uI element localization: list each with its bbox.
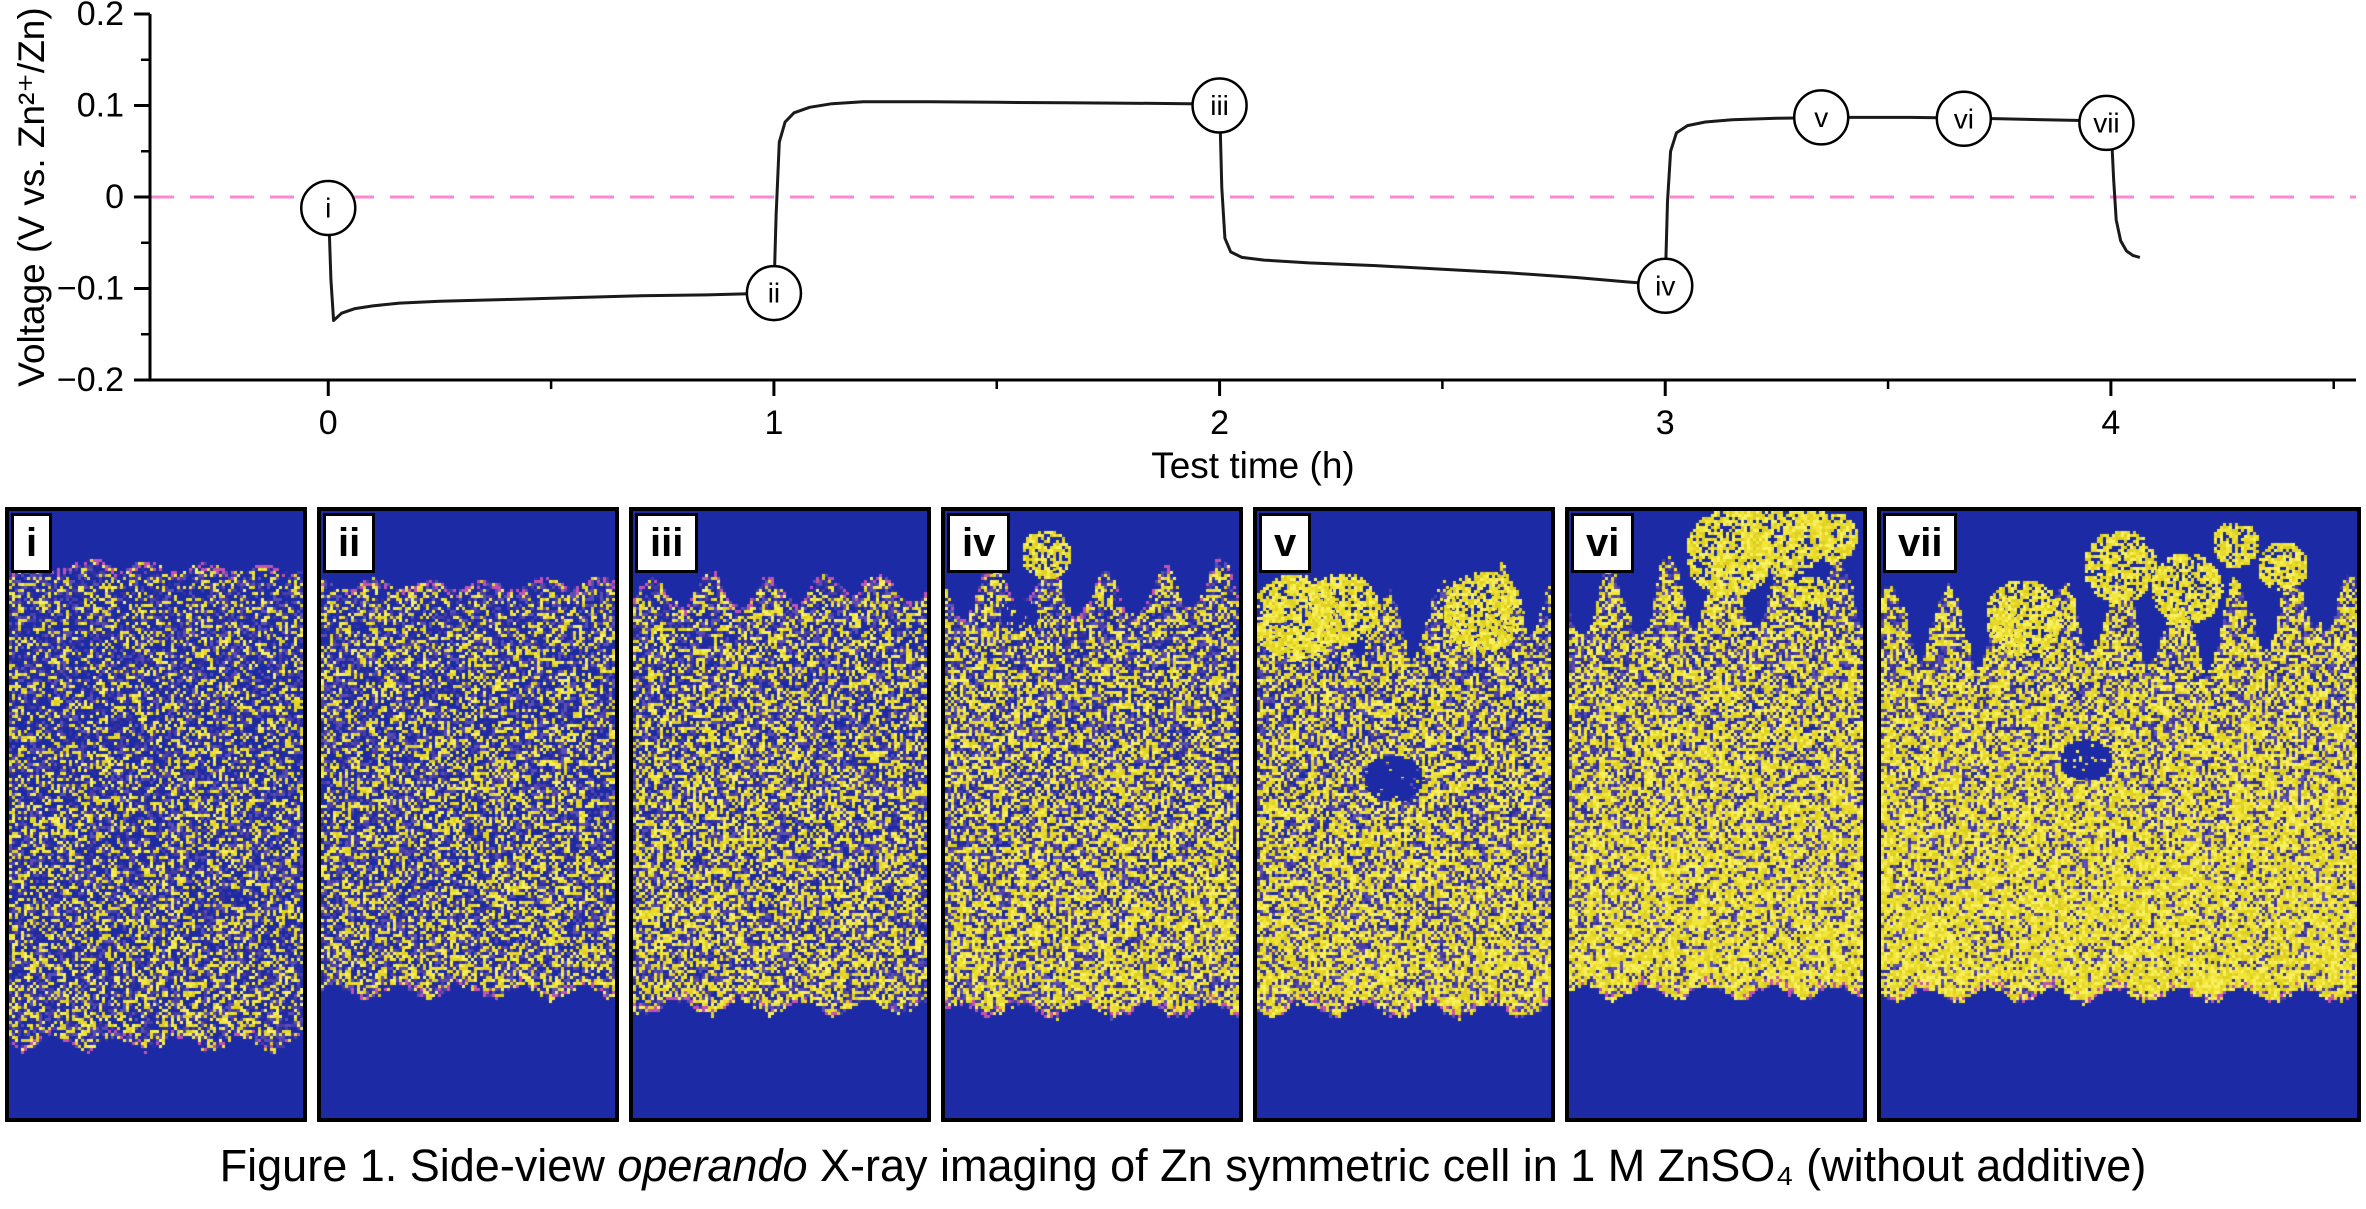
voltage-curve	[326, 100, 2141, 322]
x-tick-label: 3	[1656, 404, 1675, 442]
xray-panel-iii: iii	[629, 507, 931, 1122]
xray-panel-ii: ii	[317, 507, 619, 1122]
marker-label-vi: vi	[1954, 103, 1974, 134]
marker-circle-i	[300, 179, 357, 237]
y-axis-title: Voltage (V vs. Zn²⁺/Zn)	[11, 7, 52, 386]
panel-label: vii	[1883, 513, 1958, 573]
caption-post: X-ray imaging of Zn symmetric cell in 1 …	[807, 1140, 2147, 1191]
marker-circle-ii	[745, 264, 803, 322]
xray-image-ii	[321, 511, 615, 1118]
xray-panel-v: v	[1253, 507, 1555, 1122]
panel-label: iv	[947, 513, 1011, 573]
xray-image-v	[1257, 511, 1551, 1118]
x-tick-label: 0	[319, 404, 338, 442]
marker-circle-vi	[1935, 90, 1993, 148]
xray-image-i	[9, 511, 303, 1118]
marker-circle-iii	[1191, 77, 1248, 134]
xray-panel-vi: vi	[1565, 507, 1867, 1122]
y-tick-label: −0.2	[57, 361, 124, 399]
y-tick-label: 0	[105, 178, 124, 216]
marker-label-v: v	[1814, 102, 1828, 133]
figure-caption: Figure 1. Side-view operando X-ray imagi…	[0, 1138, 2366, 1194]
xray-image-iii	[633, 511, 927, 1118]
y-tick-label: −0.1	[57, 270, 124, 308]
panel-label: vi	[1571, 513, 1635, 573]
xray-image-iv	[945, 511, 1239, 1118]
y-tick-label: 0.1	[77, 87, 124, 125]
caption-italic: operando	[617, 1140, 808, 1191]
y-tick-label: 0.2	[77, 0, 124, 33]
marker-circle-iv	[1636, 257, 1694, 315]
x-tick-label: 2	[1210, 404, 1229, 442]
xray-image-vii	[1881, 511, 2357, 1118]
panel-label: i	[11, 513, 53, 573]
voltage-time-chart: 0.2 0.1 0 −0.1 −0.2 0 1 2 3 4 Test time (h) Voltage…	[0, 0, 2366, 495]
marker-circle-v	[1792, 89, 1850, 146]
marker-label-ii: ii	[768, 278, 780, 309]
x-axis-title: Test time (h)	[1151, 445, 1355, 486]
operando-panels: i ii iii iv v vi vii	[0, 507, 2366, 1122]
xray-image-vi	[1569, 511, 1863, 1118]
marker-label-i: i	[325, 192, 331, 223]
chart-svg: 0.2 0.1 0 −0.1 −0.2 0 1 2 3 4 Test time (h) Voltage…	[11, 0, 2356, 486]
xray-panel-iv: iv	[941, 507, 1243, 1122]
xray-panel-i: i	[5, 507, 307, 1122]
panel-label: v	[1259, 513, 1312, 573]
marker-label-vii: vii	[2093, 107, 2119, 138]
marker-label-iii: iii	[1210, 90, 1229, 121]
panel-label: ii	[323, 513, 376, 573]
caption-pre: Figure 1. Side-view	[219, 1140, 618, 1191]
x-tick-label: 4	[2101, 404, 2120, 442]
x-tick-label: 1	[764, 404, 783, 442]
marker-label-iv: iv	[1655, 270, 1675, 301]
panel-label: iii	[635, 513, 699, 573]
marker-circle-vii	[2078, 94, 2135, 152]
xray-panel-vii: vii	[1877, 507, 2361, 1122]
